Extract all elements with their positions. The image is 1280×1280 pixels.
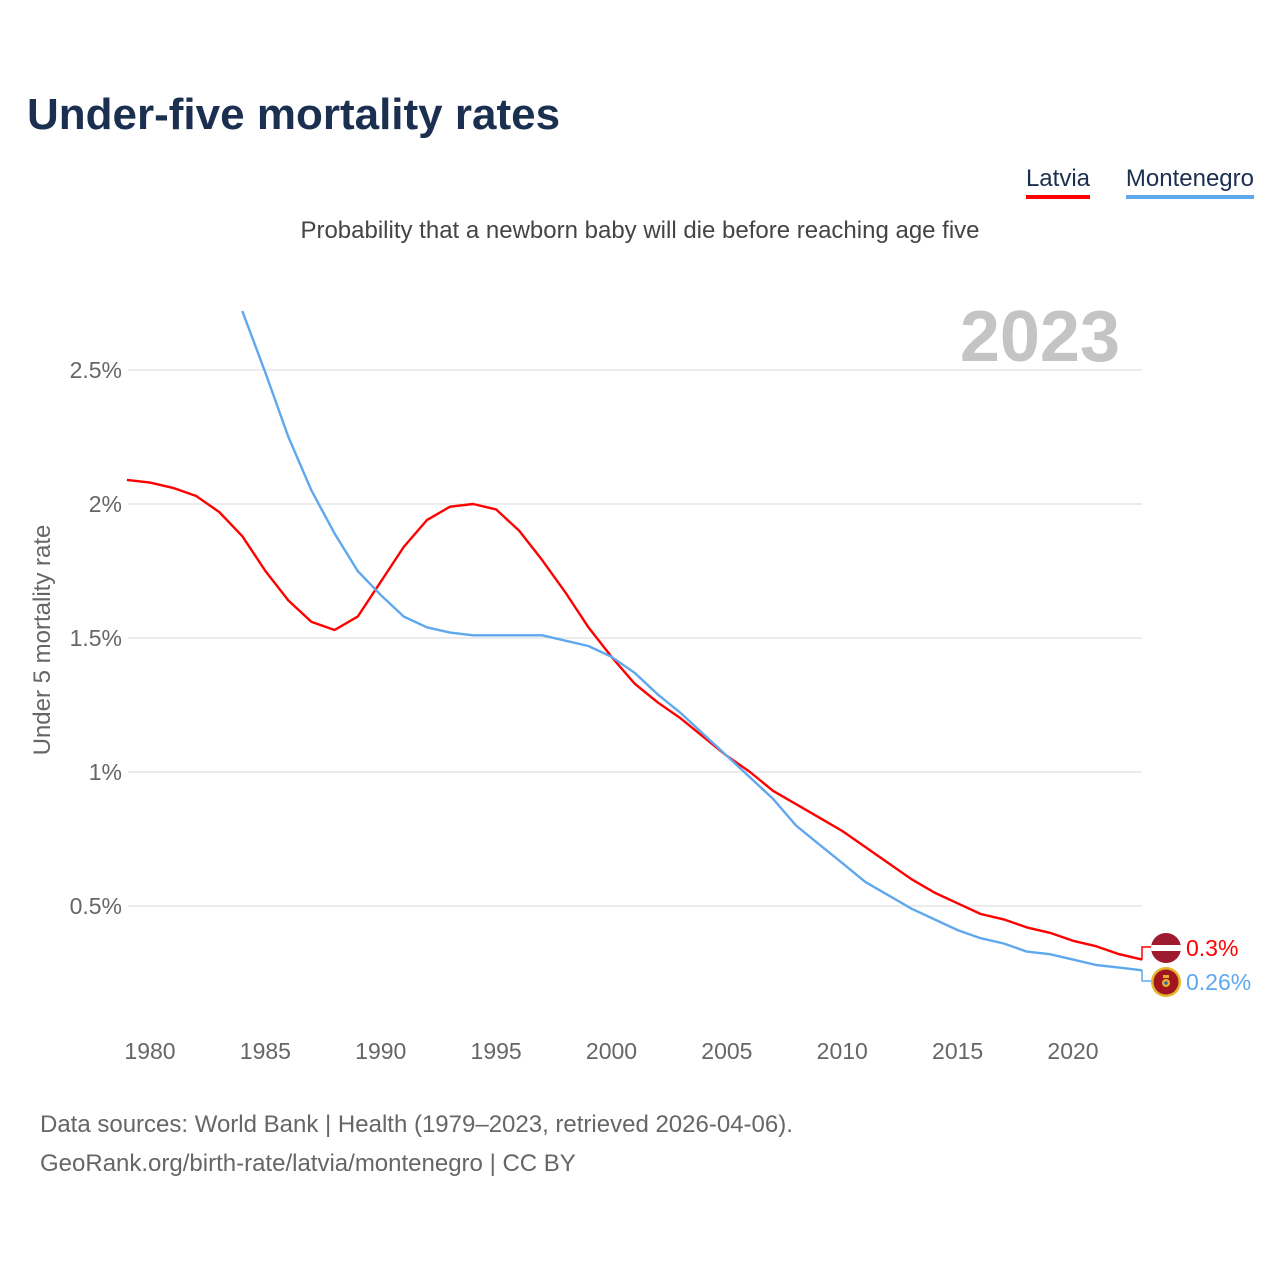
y-tick-label: 2.5% — [70, 357, 122, 383]
end-connector — [1141, 946, 1152, 960]
x-tick-label: 2010 — [817, 1038, 868, 1064]
chart-title: Under-five mortality rates — [27, 90, 561, 139]
latvia-flag-icon — [1151, 933, 1181, 963]
y-tick-label: 1% — [89, 759, 122, 785]
footer: Data sources: World Bank | Health (1979–… — [40, 1105, 793, 1183]
series-line-latvia — [126, 478, 1143, 961]
chart-subtitle: Probability that a newborn baby will die… — [300, 217, 980, 244]
year-label: 2023 — [960, 297, 1120, 377]
x-tick-label: 2000 — [586, 1038, 637, 1064]
x-tick-label: 2005 — [701, 1038, 752, 1064]
legend-item-latvia[interactable]: Latvia — [1025, 165, 1090, 199]
x-tick-label: 1990 — [355, 1038, 406, 1064]
x-tick-label: 1985 — [240, 1038, 291, 1064]
x-tick-label: 2015 — [932, 1038, 983, 1064]
y-tick-label: 2% — [89, 491, 122, 517]
end-value-label: 0.3% — [1186, 935, 1238, 961]
source-link[interactable]: GeoRank.org/birth-rate/latvia/montenegro… — [40, 1150, 576, 1177]
y-tick-label: 1.5% — [70, 625, 122, 651]
montenegro-flag-icon — [1151, 967, 1181, 997]
x-tick-label: 1980 — [124, 1038, 175, 1064]
series-line-montenegro — [241, 310, 1143, 972]
x-tick-label: 2020 — [1047, 1038, 1098, 1064]
end-connector — [1141, 970, 1152, 982]
x-tick-label: 1995 — [471, 1038, 522, 1064]
data-sources: Data sources: World Bank | Health (1979–… — [40, 1111, 793, 1138]
y-tick-label: 0.5% — [70, 893, 122, 919]
y-axis-label: Under 5 mortality rate — [29, 525, 56, 756]
legend-item-montenegro[interactable]: Montenegro — [1125, 165, 1254, 199]
end-value-label: 0.26% — [1186, 969, 1251, 995]
